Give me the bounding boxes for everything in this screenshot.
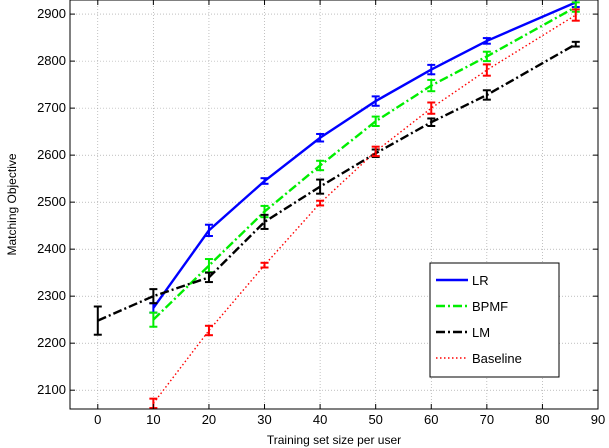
error-bar (316, 159, 325, 172)
error-bar (482, 63, 491, 77)
error-bar (204, 324, 213, 337)
x-tick-label: 10 (146, 412, 160, 427)
y-tick-label: 2500 (37, 194, 66, 209)
y-tick-label: 2900 (37, 6, 66, 21)
x-tick-label: 50 (368, 412, 382, 427)
x-axis-label: Training set size per user (267, 433, 401, 447)
error-bar (427, 101, 436, 115)
series-line (152, 6, 577, 321)
error-bar (316, 178, 325, 195)
error-bar (482, 89, 491, 101)
error-bar (260, 177, 269, 185)
x-tick-label: 30 (257, 412, 271, 427)
y-tick-label: 2100 (37, 382, 66, 397)
x-tick-label: 20 (202, 412, 216, 427)
error-bar (482, 37, 491, 45)
x-tick-label: 70 (480, 412, 494, 427)
error-bar (571, 40, 580, 48)
series-line (152, 1, 577, 309)
y-tick-label: 2800 (37, 53, 66, 68)
error-bar (204, 223, 213, 237)
error-bar (260, 213, 269, 230)
y-axis-label: Matching Objective (5, 153, 19, 255)
legend-box (429, 262, 560, 378)
legend-label-bpmf: BPMF (472, 299, 508, 314)
error-bar (371, 95, 380, 107)
x-tick-label: 40 (313, 412, 327, 427)
y-tick-label: 2300 (37, 288, 66, 303)
series-layer (93, 0, 580, 410)
legend: LR BPMF LM Baseline (429, 262, 560, 378)
error-bar (371, 115, 380, 127)
error-bar (371, 145, 380, 158)
axis-ticks: 0 10 20 30 40 50 60 70 80 90 2100 2200 2300 2400 2500 2… (37, 0, 605, 427)
error-bar (316, 132, 325, 143)
error-bar (427, 63, 436, 76)
error-bar (149, 311, 158, 328)
y-tick-label: 2200 (37, 335, 66, 350)
y-tick-label: 2600 (37, 147, 66, 162)
x-tick-label: 80 (535, 412, 549, 427)
error-bar (482, 50, 491, 63)
error-bar (571, 8, 580, 22)
legend-label-lm: LM (472, 325, 490, 340)
error-bar (204, 271, 213, 284)
error-bar (427, 117, 436, 127)
error-bar (93, 305, 102, 336)
x-tick-label: 0 (94, 412, 101, 427)
series-baseline (149, 8, 580, 410)
error-bar (149, 288, 158, 305)
y-tick-label: 2400 (37, 241, 66, 256)
y-tick-label: 2700 (37, 100, 66, 115)
x-tick-label: 60 (424, 412, 438, 427)
legend-label-lr: LR (472, 273, 489, 288)
error-bar (427, 78, 436, 93)
plot-frame (69, 0, 599, 410)
legend-label-baseline: Baseline (472, 351, 522, 366)
x-tick-label: 90 (591, 412, 605, 427)
error-bar (260, 261, 269, 269)
error-bar (316, 199, 325, 207)
